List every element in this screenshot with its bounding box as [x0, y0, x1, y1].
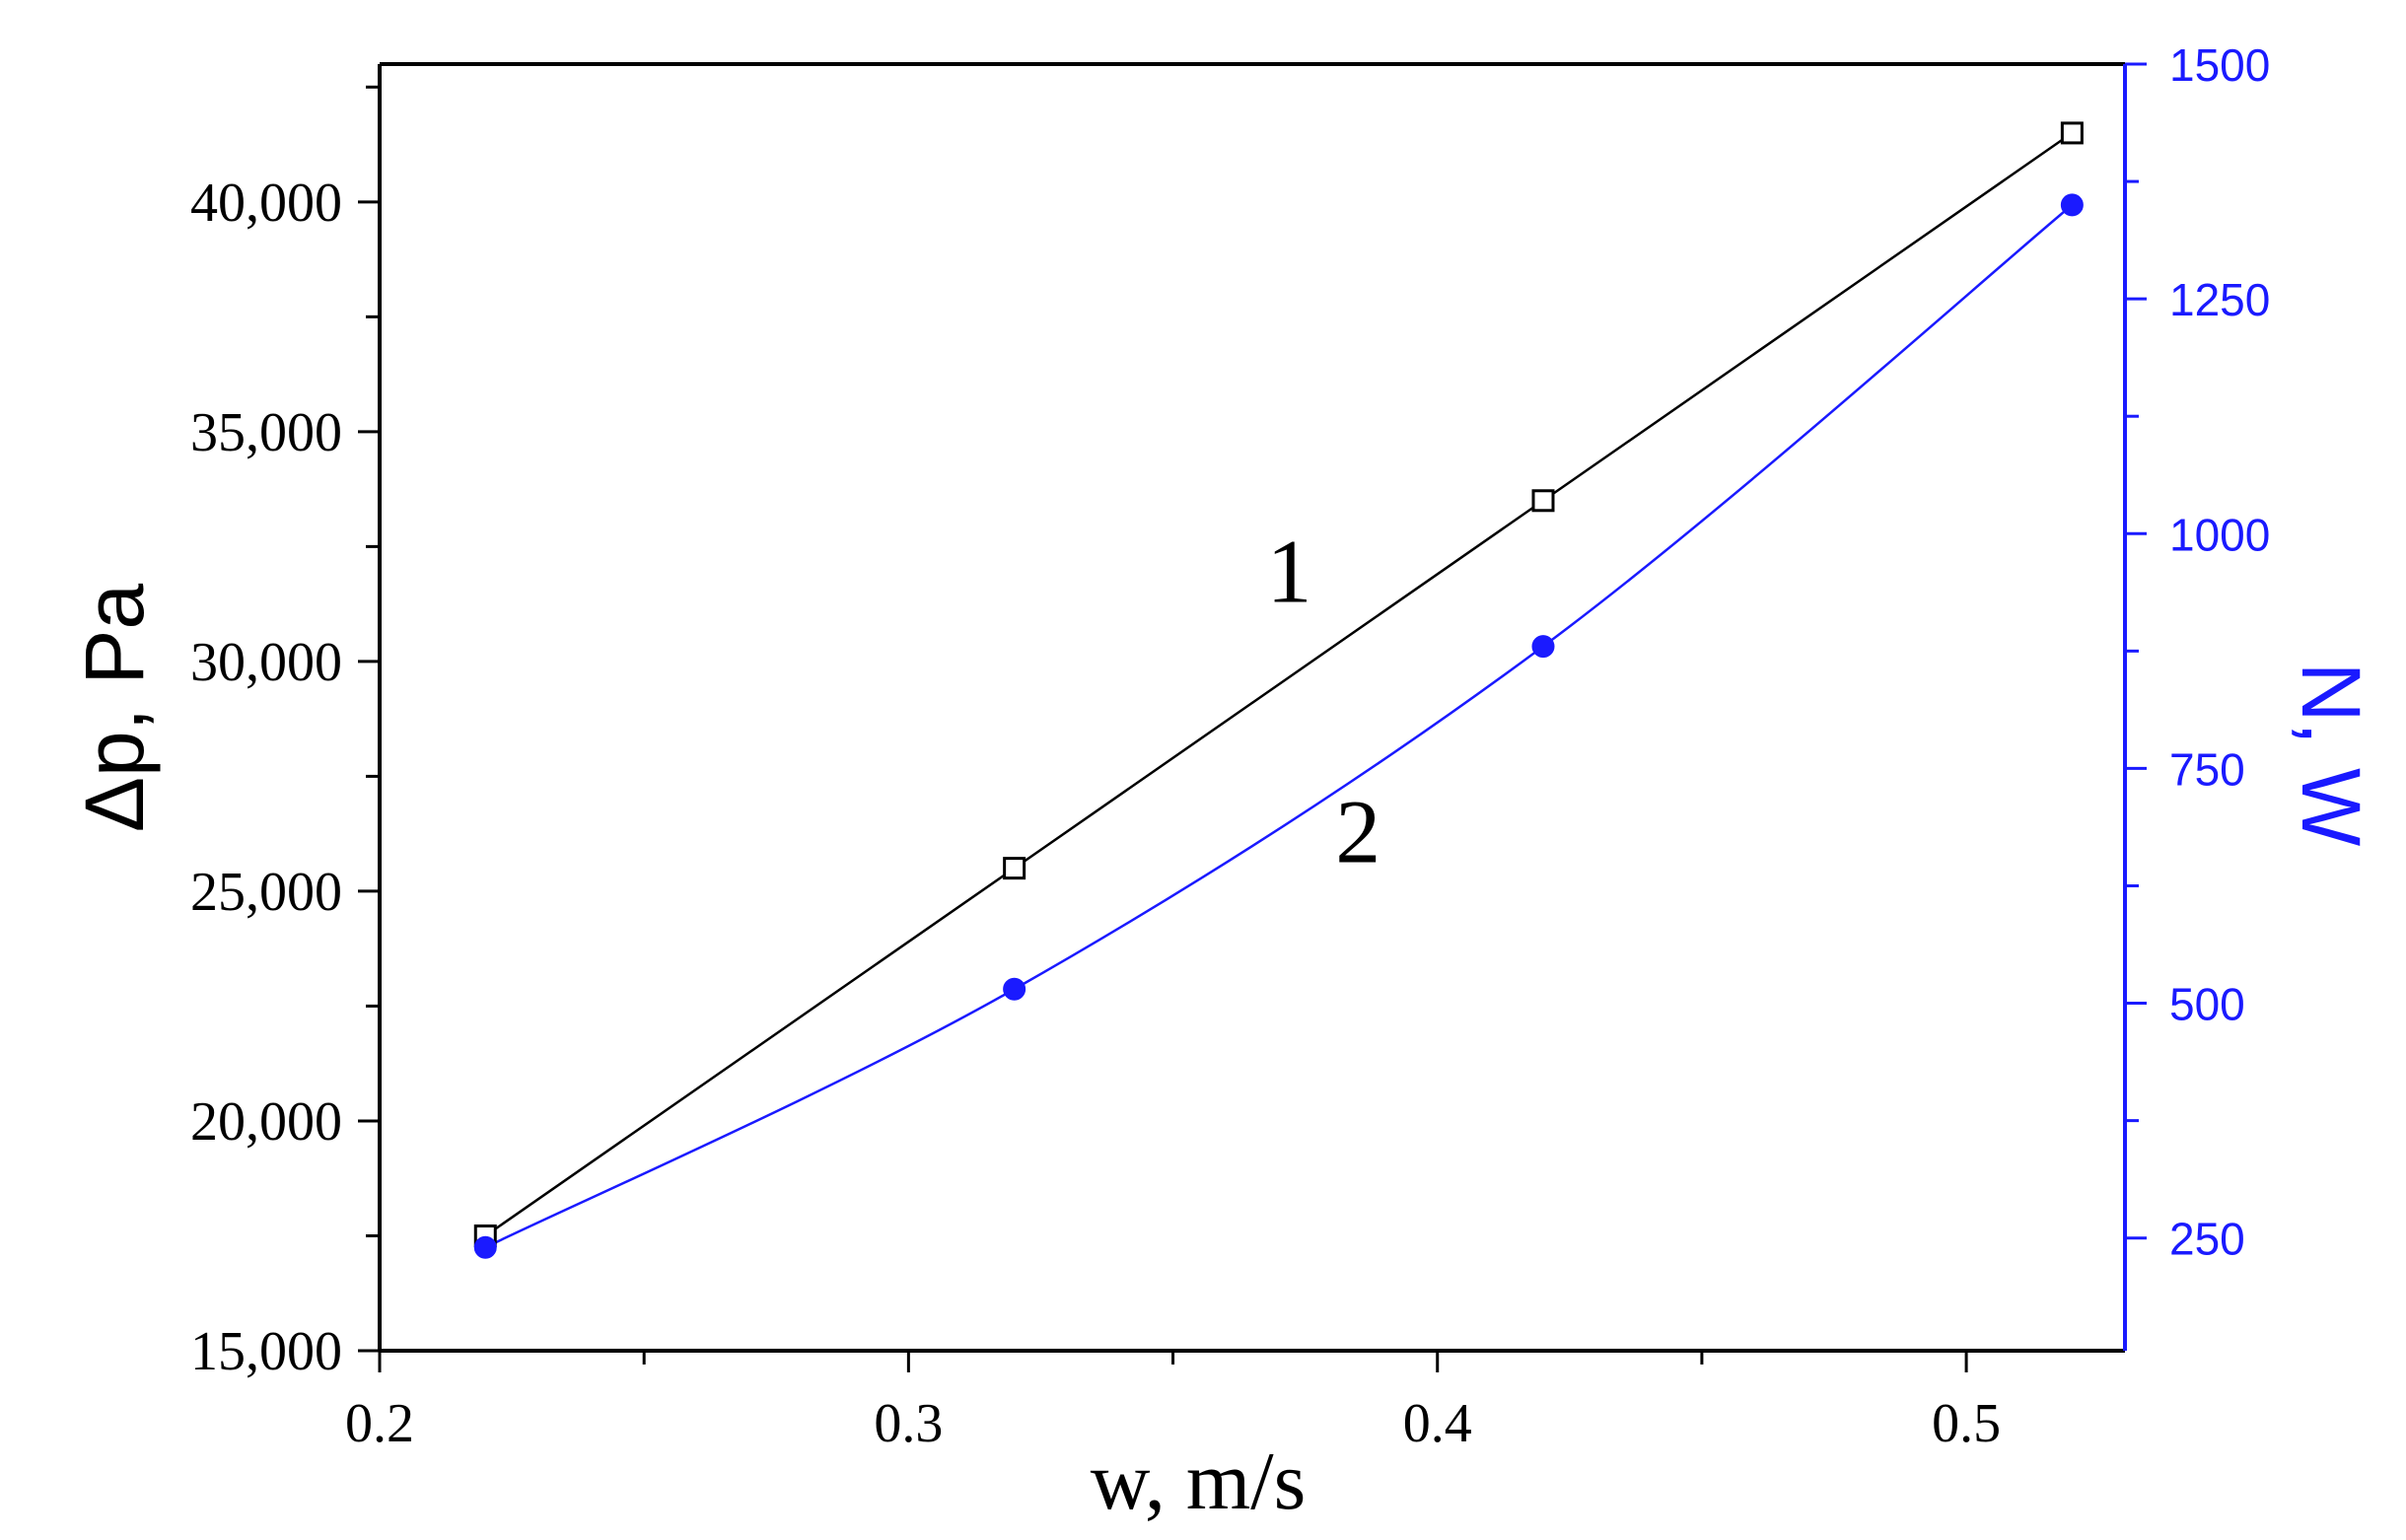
series-2-label: 2 [1335, 782, 1380, 882]
series-2-point [473, 1235, 497, 1259]
series-markers [473, 121, 2084, 1259]
series-2-line [484, 203, 2074, 1249]
x-tick-label: 0.4 [1403, 1393, 1472, 1454]
y2-tick-label: 1500 [2169, 39, 2270, 91]
series-2-point [2060, 193, 2084, 217]
y2-axis-title: N, W [2285, 663, 2377, 847]
y2-tick-label: 250 [2169, 1214, 2245, 1265]
y-tick-label: 40,000 [190, 173, 342, 234]
y-axis-title: Δp, Pa [68, 584, 161, 833]
series-1-point [1531, 489, 1555, 513]
y-tick-label: 30,000 [190, 632, 342, 693]
y2-tick-label: 750 [2169, 743, 2245, 795]
plot-frame [378, 62, 2127, 1353]
x-tick-label: 0.5 [1932, 1393, 2001, 1454]
y2-axis-ticks: 250 500 750 1000 1250 1500 [2125, 39, 2270, 1265]
x-axis-title: w, m/s [1091, 1435, 1307, 1527]
x-tick-label: 0.3 [874, 1393, 943, 1454]
series-1-line [484, 131, 2074, 1237]
series-2-point [1531, 635, 1555, 659]
x-tick-label: 0.2 [345, 1393, 414, 1454]
series-labels: 12 [1267, 521, 1381, 881]
x-axis-ticks: 0.2 0.3 0.4 0.5 [345, 1351, 2001, 1454]
series-1-point [1003, 857, 1026, 880]
y-tick-label: 25,000 [190, 862, 342, 923]
y2-tick-label: 500 [2169, 979, 2245, 1030]
series-lines [484, 131, 2074, 1249]
y2-tick-label: 1250 [2169, 274, 2270, 325]
y-axis-ticks: 15,000 20,000 25,000 30,000 35,000 40,000 [190, 85, 380, 1382]
y-tick-label: 20,000 [190, 1091, 342, 1153]
y-tick-label: 15,000 [190, 1321, 342, 1382]
series-1-point [2060, 121, 2084, 145]
series-2-point [1003, 977, 1026, 1001]
y2-tick-label: 1000 [2169, 509, 2270, 560]
series-1-label: 1 [1267, 521, 1312, 621]
y-tick-label: 35,000 [190, 402, 342, 463]
